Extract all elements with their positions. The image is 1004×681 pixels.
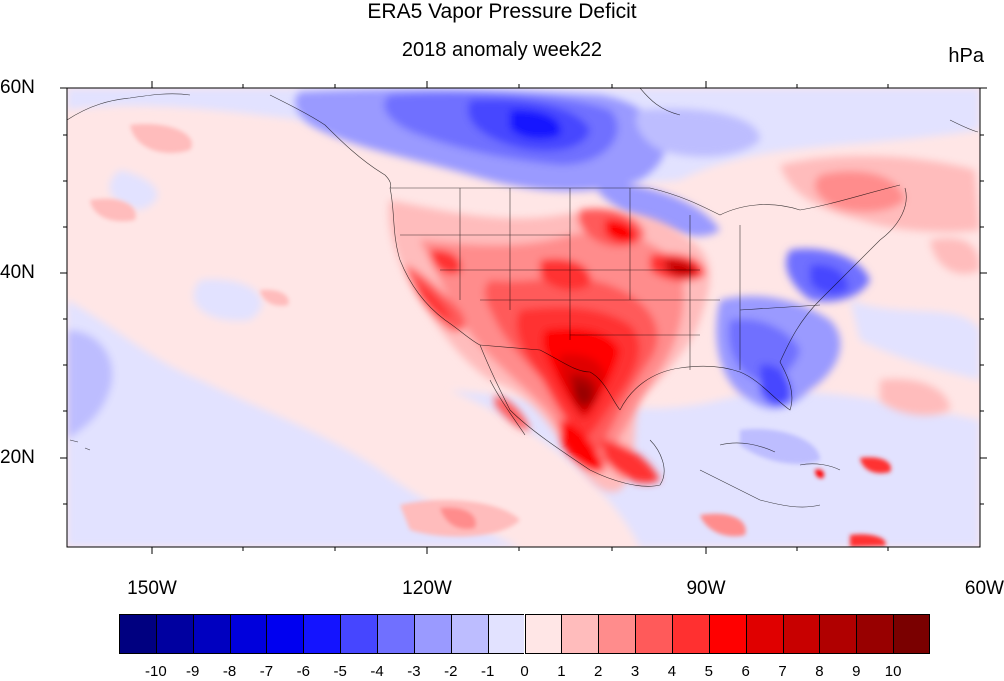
colorbar-label: -10 <box>145 663 167 680</box>
plot-frame <box>66 87 981 548</box>
colorbar-box <box>598 614 636 654</box>
units-label: hPa <box>948 45 984 67</box>
colorbar-box <box>745 614 783 654</box>
colorbar-label: -8 <box>222 663 237 680</box>
colorbar-box <box>266 614 304 654</box>
colorbar-label: 1 <box>557 663 566 680</box>
lon-tick-90w: 90W <box>686 578 726 599</box>
lon-tick-120w: 120W <box>402 578 452 599</box>
colorbar-box <box>377 614 414 654</box>
lat-tick-20n: 20N <box>0 447 35 468</box>
colorbar-label: 0 <box>520 663 529 680</box>
colorbar-label: -3 <box>407 663 421 680</box>
colorbar-box <box>413 614 451 654</box>
colorbar-label: -9 <box>186 663 200 680</box>
colorbar-box <box>229 614 267 654</box>
lon-tick-60w: 60W <box>964 578 1004 599</box>
lat-tick-60n: 60N <box>0 77 35 98</box>
colorbar-box <box>450 614 488 654</box>
plot-title: ERA5 Vapor Pressure Deficit <box>367 0 637 23</box>
colorbar-label: -7 <box>259 663 274 680</box>
colorbar-label: -1 <box>480 663 495 680</box>
colorbar-label: 8 <box>815 663 824 680</box>
colorbar-box <box>340 614 378 654</box>
colorbar-box <box>782 614 820 654</box>
colorbar-box <box>119 614 156 654</box>
colorbar-box <box>524 614 562 654</box>
anomaly-field <box>67 88 980 547</box>
colorbar-box <box>671 614 709 654</box>
colorbar-label: 4 <box>667 663 677 680</box>
colorbar-box <box>708 614 746 654</box>
colorbar-label: 6 <box>741 663 750 680</box>
lon-tick-150w: 150W <box>127 578 177 599</box>
tick-marks <box>60 81 987 554</box>
colorbar-box <box>856 614 894 654</box>
colorbar-box <box>561 614 599 654</box>
colorbar-box <box>155 614 193 654</box>
colorbar-box <box>487 614 525 654</box>
colorbar-label: 10 <box>884 663 902 680</box>
colorbar-label: -2 <box>444 663 458 680</box>
colorbar-box <box>192 614 230 654</box>
colorbar-label: 3 <box>630 663 640 680</box>
colorbar-box <box>303 614 341 654</box>
colorbar-label: -6 <box>296 663 310 680</box>
colorbar-label: -4 <box>370 663 384 680</box>
colorbar-label: 7 <box>778 663 787 680</box>
colorbar-box <box>893 614 930 654</box>
colorbar-box <box>819 614 857 654</box>
colorbar-label: 2 <box>594 663 603 680</box>
colorbar-label: 9 <box>852 663 861 680</box>
plot-subtitle: 2018 anomaly week22 <box>401 39 603 61</box>
colorbar-box <box>635 614 672 654</box>
colorbar-label: 5 <box>704 663 713 680</box>
lat-tick-40n: 40N <box>0 262 35 283</box>
colorbar-label: -5 <box>333 663 347 680</box>
